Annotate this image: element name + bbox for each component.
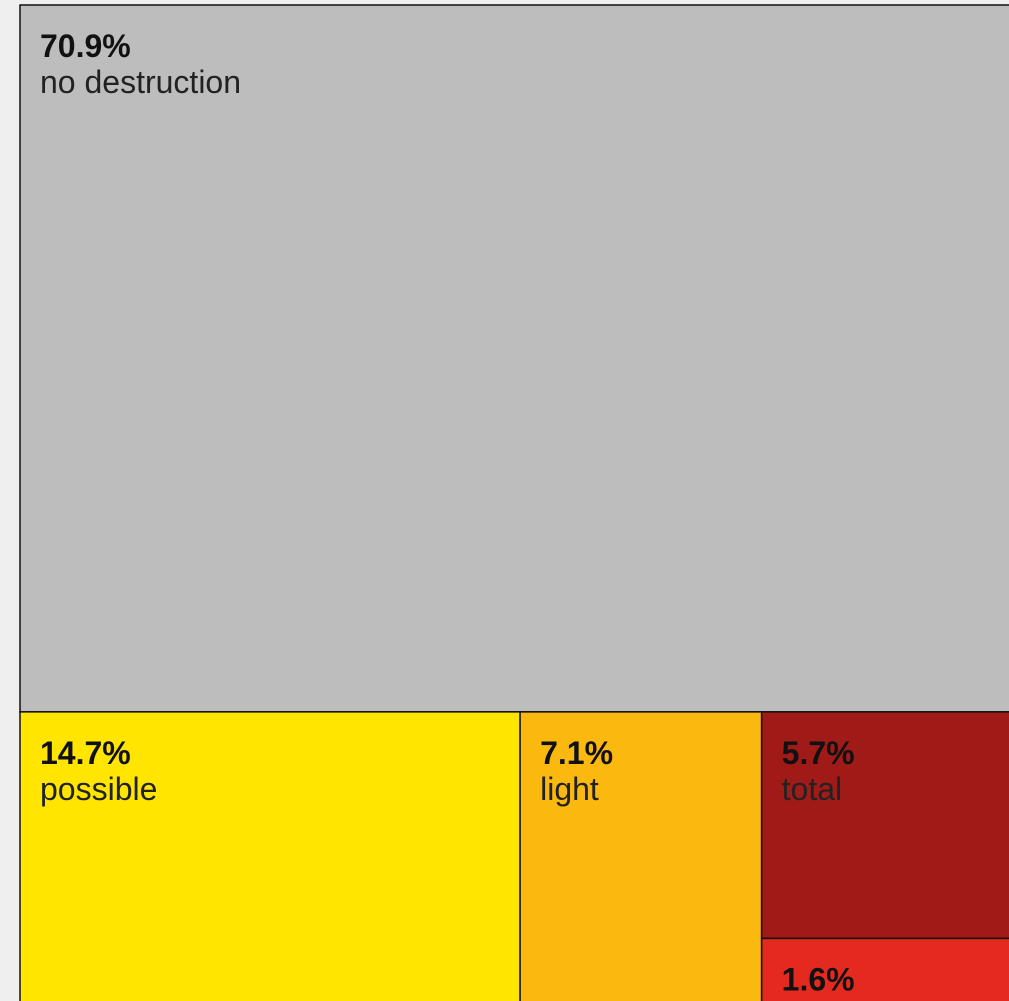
treemap-cell [519,711,763,1001]
treemap-cell [760,937,1009,1001]
treemap-cell [760,711,1009,940]
value-label: 70.9% [40,28,131,64]
category-label: no destruction [40,64,241,100]
category-label: total [782,771,842,807]
treemap-cell [19,4,1009,713]
value-label: 5.7% [782,735,855,771]
category-label: light [540,771,599,807]
category-label: possible [40,771,157,807]
treemap-cell [19,711,521,1001]
value-label: 1.6% [782,961,855,997]
value-label: 7.1% [540,735,613,771]
value-label: 14.7% [40,735,131,771]
category-label: severe [782,997,878,1001]
